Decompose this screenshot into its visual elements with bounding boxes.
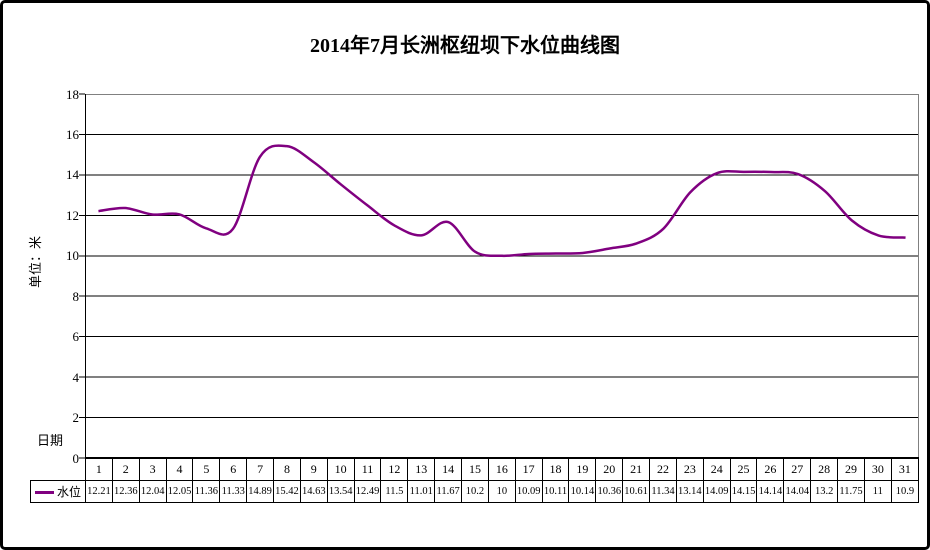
day-cell: 6 — [219, 458, 248, 481]
value-cell: 10.36 — [595, 480, 624, 503]
y-axis-tick-marks — [79, 93, 85, 459]
day-cell: 11 — [353, 458, 382, 481]
table-value-row: 水位 12.21 12.36 12.04 12.05 11.36 11.33 14.89 15… — [30, 480, 920, 503]
day-cell: 22 — [649, 458, 677, 481]
value-cell: 13.14 — [675, 480, 704, 503]
value-cell: 11 — [863, 480, 892, 503]
value-cell: 14.15 — [729, 480, 758, 503]
day-cell: 5 — [192, 458, 221, 481]
day-cell: 21 — [622, 458, 651, 481]
day-cell: 27 — [783, 458, 812, 481]
value-cell: 14.63 — [299, 480, 328, 503]
value-cell: 11.67 — [434, 480, 463, 503]
value-cell: 11.33 — [219, 480, 248, 503]
value-cell: 14.89 — [246, 480, 275, 503]
value-cell: 11.01 — [407, 480, 436, 503]
value-cell: 11.34 — [649, 480, 677, 503]
value-cell: 12.36 — [111, 480, 140, 503]
day-cell: 23 — [675, 458, 704, 481]
y-tick-label: 6 — [72, 329, 80, 345]
y-tick-label: 8 — [72, 288, 80, 304]
horizontal-gridlines — [85, 133, 919, 419]
day-cell: 16 — [487, 458, 516, 481]
value-cell: 11.75 — [837, 480, 865, 503]
water-level-line — [98, 144, 906, 258]
day-cell: 14 — [434, 458, 463, 481]
y-tick-label: 0 — [72, 450, 80, 466]
value-cell: 10.61 — [622, 480, 651, 503]
value-cell: 13.54 — [326, 480, 355, 503]
day-cell: 28 — [810, 458, 839, 481]
legend-spacer — [31, 459, 86, 481]
day-cell: 24 — [702, 458, 731, 481]
value-cell: 12.05 — [165, 480, 194, 503]
day-cell: 2 — [111, 458, 140, 481]
water-level-line-legend-swatch — [34, 490, 54, 494]
value-cell: 10 — [487, 480, 516, 503]
value-cell: 15.42 — [273, 480, 301, 503]
day-cell: 13 — [407, 458, 436, 481]
data-table: 1 2 3 4 5 6 7 8 9 10 11 12 13 14 15 16 17 18 19 20 21 22 23 24 2… — [30, 458, 920, 503]
value-cell: 10.2 — [461, 480, 489, 503]
day-cell: 20 — [595, 458, 624, 481]
day-cell: 7 — [246, 458, 275, 481]
value-cell: 13.2 — [810, 480, 839, 503]
y-tick-label: 18 — [66, 86, 79, 102]
day-cell: 9 — [299, 458, 328, 481]
plot-area — [79, 93, 919, 459]
value-cell: 12.04 — [138, 480, 167, 503]
legend-cell: 水位 — [30, 480, 86, 503]
day-cell: 17 — [514, 458, 543, 481]
day-cell: 29 — [837, 458, 865, 481]
value-cell: 14.09 — [702, 480, 731, 503]
plot-border — [85, 94, 919, 458]
y-tick-label: 10 — [66, 248, 79, 264]
value-cell: 10.9 — [890, 480, 920, 503]
y-tick-label: 2 — [72, 410, 80, 426]
value-cell: 12.49 — [353, 480, 382, 503]
value-cell: 10.09 — [514, 480, 543, 503]
y-tick-label: 16 — [66, 126, 79, 142]
day-cell: 10 — [326, 458, 355, 481]
table-day-row: 1 2 3 4 5 6 7 8 9 10 11 12 13 14 15 16 17 18 19 20 21 22 23 24 2… — [31, 458, 920, 481]
day-cell: 8 — [273, 458, 301, 481]
day-cell: 31 — [890, 458, 920, 481]
legend-label: 水位 — [56, 485, 81, 499]
value-cell: 10.14 — [568, 480, 597, 503]
day-cell: 19 — [568, 458, 597, 481]
day-cell: 18 — [541, 458, 570, 481]
x-axis-title: 日期 — [37, 433, 64, 448]
day-cell: 26 — [756, 458, 785, 481]
y-tick-label: 4 — [72, 369, 80, 385]
day-cell: 1 — [85, 458, 113, 481]
day-cell: 3 — [138, 458, 167, 481]
value-cell: 11.36 — [192, 480, 221, 503]
chart-title: 2014年7月长洲枢纽坝下水位曲线图 — [310, 35, 620, 57]
day-cell: 25 — [729, 458, 758, 481]
y-tick-label: 14 — [66, 167, 79, 183]
value-cell: 12.21 — [85, 480, 113, 503]
day-cell: 15 — [461, 458, 489, 481]
value-cell: 14.14 — [756, 480, 785, 503]
y-tick-label: 12 — [66, 207, 79, 223]
value-cell: 10.11 — [541, 480, 570, 503]
y-axis-unit-label: 单位：米 — [28, 236, 43, 289]
day-cell: 12 — [380, 458, 409, 481]
day-cell: 4 — [165, 458, 194, 481]
day-cell: 30 — [863, 458, 892, 481]
value-cell: 11.5 — [380, 480, 409, 503]
value-cell: 14.04 — [783, 480, 812, 503]
